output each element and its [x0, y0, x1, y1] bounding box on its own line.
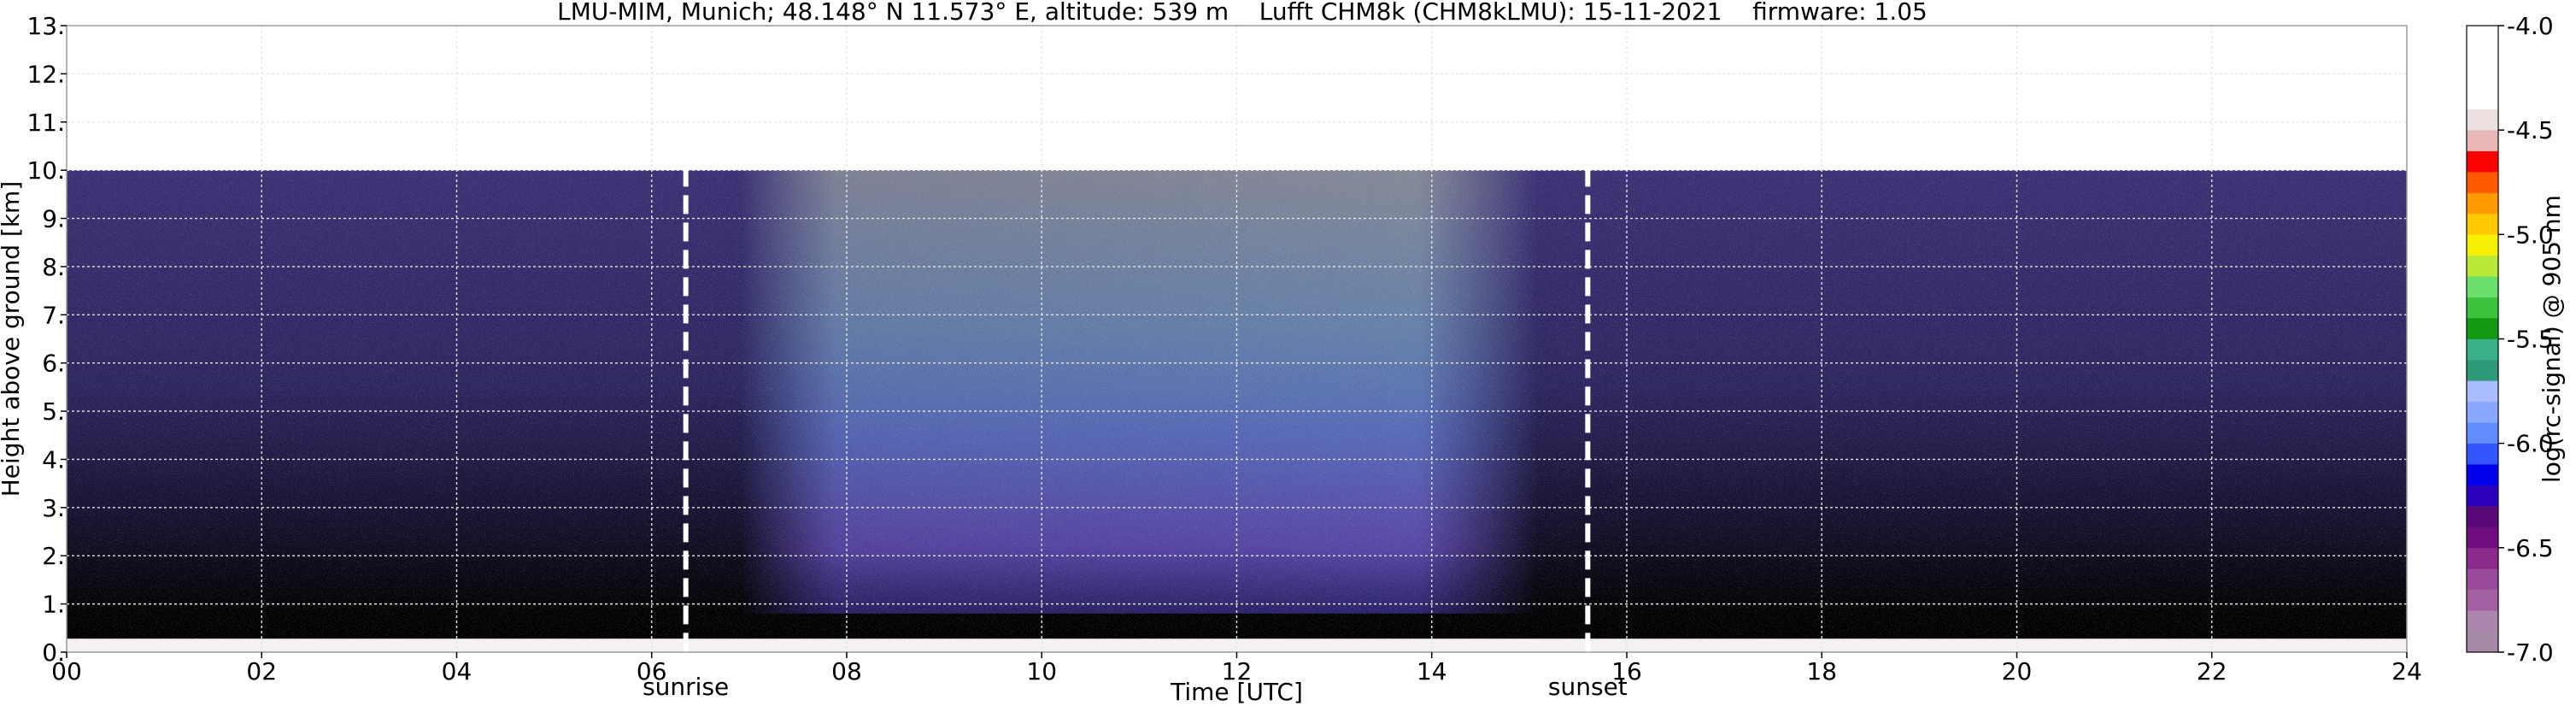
x-tick-label: 20: [2002, 657, 2033, 685]
y-tick-label: 3.: [42, 494, 65, 522]
colorbar-band: [2466, 609, 2499, 632]
plot-area: [67, 26, 2407, 652]
x-axis-label: Time [UTC]: [1170, 678, 1303, 706]
colorbar-band: [2466, 25, 2499, 110]
colorbar-band: [2466, 109, 2499, 131]
y-tick-label: 4.: [42, 445, 65, 474]
colorbar-tick-label: -5.5: [2507, 326, 2554, 354]
y-tick-label: 12.: [26, 60, 65, 88]
x-tick-label: 18: [1806, 657, 1837, 685]
x-tick-label: 00: [51, 657, 82, 685]
colorbar-band: [2466, 568, 2499, 590]
colorbar-band: [2466, 380, 2499, 403]
y-tick-label: 8.: [42, 253, 65, 281]
colorbar-band: [2466, 129, 2499, 151]
y-tick-label: 6.: [42, 350, 65, 378]
x-tick-label: 02: [246, 657, 277, 685]
grid: [67, 26, 2407, 652]
colorbar-band: [2466, 297, 2499, 319]
colorbar-band: [2466, 547, 2499, 569]
y-tick-label: 7.: [42, 301, 65, 329]
boundary-layer-signal: [67, 638, 2407, 652]
colorbar-tick-label: -7.0: [2507, 638, 2554, 667]
colorbar-band: [2466, 485, 2499, 507]
colorbar-band: [2466, 505, 2499, 527]
y-tick-label: 5.: [42, 397, 65, 426]
colorbar-band: [2466, 150, 2499, 173]
x-tick-label: 06: [637, 657, 667, 685]
colorbar-label: log(rc-signal) @ 905 nm: [2538, 195, 2566, 483]
x-tick-label: 12: [1222, 657, 1253, 685]
x-tick-label: 04: [442, 657, 472, 685]
colorbar-band: [2466, 589, 2499, 611]
event-markers: sunrise sunset: [643, 168, 1628, 701]
y-tick-label: 9.: [42, 205, 65, 233]
colorbar-band: [2466, 234, 2499, 256]
colorbar-tick-label: -6.5: [2507, 534, 2554, 562]
colorbar-band: [2466, 192, 2499, 215]
sunset-label: sunset: [1548, 673, 1628, 701]
colorbar-band: [2466, 421, 2499, 444]
y-tick-label: 11.: [26, 109, 65, 137]
colorbar-tick-label: -6.0: [2507, 430, 2554, 458]
x-axis: 00 02 04 06 08 10 12 14 16 18 20 22 24: [51, 652, 2422, 685]
y-tick-label: 1.: [42, 591, 65, 619]
y-tick-label: 0.: [42, 638, 65, 667]
colorbar-band: [2466, 275, 2499, 297]
x-tick-label: 08: [831, 657, 862, 685]
colorbar-band: [2466, 631, 2499, 653]
y-axis: 0. 1. 2. 3. 4. 5. 6. 7. 8. 9. 10. 11. 12. 13.: [26, 12, 67, 667]
colorbar-tick-label: -4.5: [2507, 116, 2554, 144]
colorbar: -4.0 -4.5 -5.0 -5.5 -6.0 -6.5 -7.0: [2466, 12, 2554, 667]
colorbar-band: [2466, 213, 2499, 235]
y-tick-label: 2.: [42, 542, 65, 570]
colorbar-band: [2466, 171, 2499, 193]
colorbar-band: [2466, 401, 2499, 423]
colorbar-band: [2466, 317, 2499, 339]
y-axis-label: Height above ground [km]: [0, 181, 25, 497]
colorbar-band: [2466, 255, 2499, 277]
x-tick-label: 16: [1611, 657, 1642, 685]
colorbar-band: [2466, 443, 2499, 465]
colorbar-tick-label: -4.0: [2507, 12, 2554, 40]
y-tick-label: 13.: [26, 12, 65, 40]
colorbar-band: [2466, 463, 2499, 485]
x-tick-label: 22: [2197, 657, 2227, 685]
colorbar-band: [2466, 359, 2499, 381]
x-tick-label: 24: [2391, 657, 2422, 685]
colorbar-band: [2466, 338, 2499, 361]
colorbar-band: [2466, 527, 2499, 549]
x-tick-label: 14: [1417, 657, 1447, 685]
colorbar-tick-label: -5.0: [2507, 221, 2554, 249]
x-tick-label: 10: [1026, 657, 1057, 685]
chart-title: LMU-MIM, Munich; 48.148° N 11.573° E, al…: [557, 0, 1928, 26]
y-tick-label: 10.: [26, 156, 65, 185]
sunrise-label: sunrise: [643, 673, 729, 701]
